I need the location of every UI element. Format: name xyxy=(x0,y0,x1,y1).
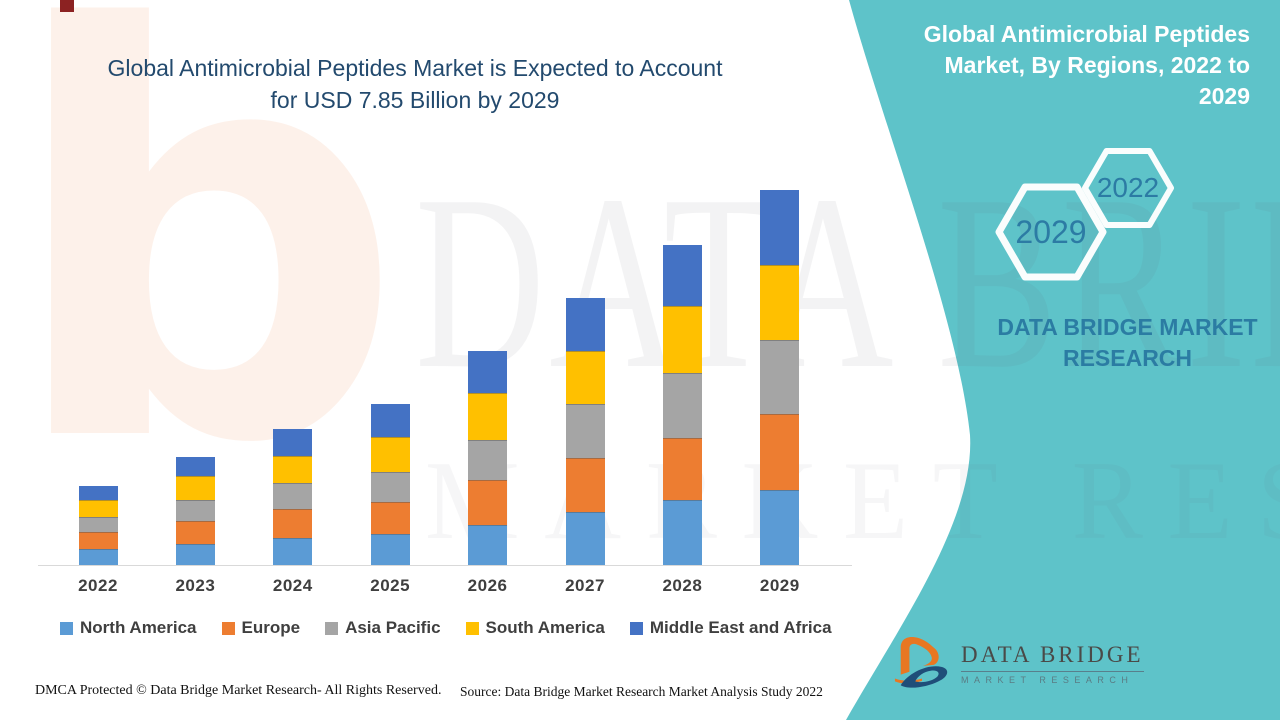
chart-title: Global Antimicrobial Peptides Market is … xyxy=(107,55,723,113)
legend-item-south-america: South America xyxy=(465,618,605,638)
bar-2029 xyxy=(760,190,800,565)
legend-label-north-america: North America xyxy=(80,618,197,637)
banner-title: Global Antimicrobial Peptides Market, By… xyxy=(923,21,1250,109)
x-axis-label-2023: 2023 xyxy=(175,576,216,595)
bar-segment-north-america-2027 xyxy=(565,512,605,565)
bar-segment-asia-pacific-2029 xyxy=(760,340,800,414)
bar-segment-middle-east-and-africa-2022 xyxy=(78,486,118,500)
legend-swatch-north-america xyxy=(60,621,73,635)
bar-segment-asia-pacific-2026 xyxy=(468,440,508,480)
bar-segment-north-america-2028 xyxy=(662,500,702,565)
bar-segment-europe-2027 xyxy=(565,458,605,512)
bar-2024 xyxy=(273,429,313,565)
bar-segment-north-america-2024 xyxy=(273,538,313,565)
legend-label-south-america: South America xyxy=(485,618,605,637)
bar-2028 xyxy=(662,245,702,565)
bar-segment-asia-pacific-2027 xyxy=(565,404,605,458)
bar-segment-europe-2026 xyxy=(468,480,508,525)
logo-name: DATA BRIDGE xyxy=(961,642,1144,672)
bar-2022 xyxy=(78,486,118,565)
bar-segment-asia-pacific-2023 xyxy=(175,500,215,521)
x-axis-label-2025: 2025 xyxy=(370,576,411,595)
x-axis-label-2024: 2024 xyxy=(272,576,313,595)
x-axis-label-2028: 2028 xyxy=(662,576,703,595)
bar-segment-north-america-2029 xyxy=(760,490,800,565)
bar-segment-south-america-2024 xyxy=(273,456,313,483)
bar-segment-south-america-2026 xyxy=(468,393,508,440)
bar-segment-europe-2022 xyxy=(78,532,118,549)
databridge-logo-icon xyxy=(894,637,948,688)
bar-2027 xyxy=(565,298,605,565)
x-axis-label-2029: 2029 xyxy=(759,576,800,595)
bar-segment-middle-east-and-africa-2024 xyxy=(273,429,313,456)
legend-label-middle-east-and-africa: Middle East and Africa xyxy=(649,618,832,637)
legend-swatch-middle-east-and-africa xyxy=(629,621,643,635)
logo-tagline: MARKET RESEARCH xyxy=(961,674,1134,685)
legend-label-europe: Europe xyxy=(241,618,301,637)
bar-segment-north-america-2025 xyxy=(370,534,410,565)
bar-segment-north-america-2026 xyxy=(468,525,508,565)
legend: North America Europe Asia Pacific South Ame… xyxy=(60,618,832,638)
bar-segment-asia-pacific-2028 xyxy=(662,373,702,438)
legend-swatch-asia-pacific xyxy=(325,621,339,635)
databridge-logo: DATA BRIDGE MARKET RESEARCH xyxy=(893,634,1144,692)
corner-red-mark xyxy=(60,0,74,12)
bar-segment-north-america-2023 xyxy=(175,544,215,565)
legend-label-asia-pacific: Asia Pacific xyxy=(345,618,441,637)
legend-swatch-south-america xyxy=(465,621,479,635)
bar-2026 xyxy=(468,351,508,565)
x-axis-label-2022: 2022 xyxy=(78,576,118,595)
legend-item-north-america: North America xyxy=(60,618,197,638)
brand-panel-text: DATA BRIDGE MARKET RESEARCH xyxy=(997,314,1258,371)
bar-segment-asia-pacific-2025 xyxy=(370,472,410,502)
bar-segment-south-america-2023 xyxy=(175,476,215,500)
bar-2025 xyxy=(370,404,410,565)
bar-segment-middle-east-and-africa-2029 xyxy=(760,190,800,265)
footer-dmca-text: DMCA Protected © Data Bridge Market Rese… xyxy=(35,683,442,698)
bar-segment-europe-2024 xyxy=(273,509,313,538)
bar-segment-middle-east-and-africa-2026 xyxy=(468,351,508,393)
legend-item-middle-east-and-africa: Middle East and Africa xyxy=(629,618,832,638)
bar-segment-middle-east-and-africa-2028 xyxy=(662,245,702,306)
legend-item-europe: Europe xyxy=(221,618,301,638)
bar-segment-asia-pacific-2022 xyxy=(78,517,118,532)
bar-segment-south-america-2029 xyxy=(760,265,800,340)
legend-swatch-europe xyxy=(221,621,235,635)
bar-segment-north-america-2022 xyxy=(78,549,118,565)
bar-segment-south-america-2028 xyxy=(662,306,702,373)
bar-segment-middle-east-and-africa-2023 xyxy=(175,457,215,476)
bar-segment-europe-2029 xyxy=(760,414,800,490)
footer-source-text: Source: Data Bridge Market Research Mark… xyxy=(460,684,823,699)
bar-segment-europe-2025 xyxy=(370,502,410,534)
x-axis-line xyxy=(38,565,852,566)
bar-2023 xyxy=(175,457,215,565)
bar-segment-middle-east-and-africa-2027 xyxy=(565,298,605,351)
bar-segment-south-america-2027 xyxy=(565,351,605,404)
bar-segment-asia-pacific-2024 xyxy=(273,483,313,509)
bar-segment-south-america-2025 xyxy=(370,437,410,472)
bar-segment-south-america-2022 xyxy=(78,500,118,517)
legend-item-asia-pacific: Asia Pacific xyxy=(325,618,441,638)
bar-segment-europe-2028 xyxy=(662,438,702,500)
bar-segment-europe-2023 xyxy=(175,521,215,544)
x-axis-label-2027: 2027 xyxy=(565,576,605,595)
bar-segment-middle-east-and-africa-2025 xyxy=(370,404,410,437)
x-axis-label-2026: 2026 xyxy=(467,576,508,595)
databridge-logo-text: DATA BRIDGE MARKET RESEARCH xyxy=(961,642,1144,685)
